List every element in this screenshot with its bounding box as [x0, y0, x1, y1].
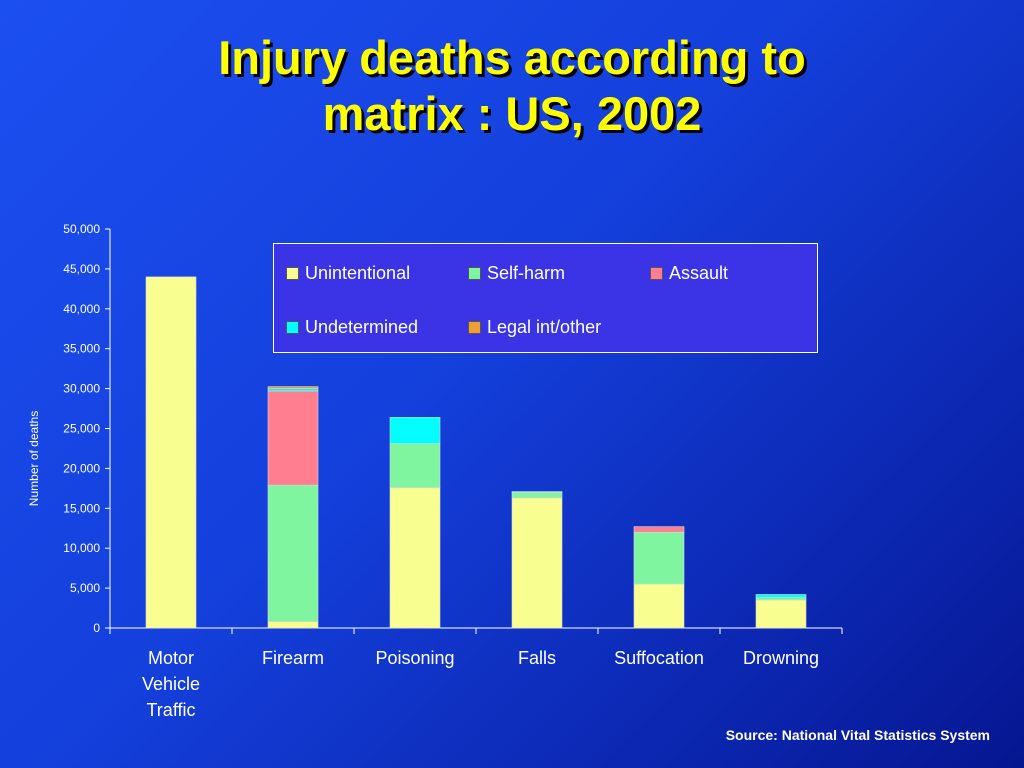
legend-label-undetermined: Undetermined: [305, 317, 419, 337]
source-note: Source: National Vital Statistics System: [725, 727, 990, 743]
bar-segment: [267, 386, 319, 389]
y-tick-label: 5,000: [70, 581, 100, 595]
bar-segment: [633, 531, 685, 585]
bar-segment: [755, 597, 807, 601]
x-category-label: Suffocation: [614, 648, 704, 668]
y-tick-label: 35,000: [63, 342, 100, 356]
bar-segment: [755, 594, 807, 598]
bar-segment: [145, 276, 197, 629]
y-tick-label: 20,000: [63, 461, 100, 475]
y-tick-label: 25,000: [63, 422, 100, 436]
legend-swatch-unintentional: [286, 266, 299, 280]
bar-segment: [267, 621, 319, 629]
legend-swatch-assault: [650, 266, 663, 280]
bar-segment: [511, 492, 563, 499]
legend-item-self-harm: Self-harm: [468, 263, 565, 283]
bar-segment: [511, 491, 563, 493]
y-tick-label: 30,000: [63, 382, 100, 396]
x-category-label: Traffic: [146, 700, 195, 720]
title-line-1: Injury deaths according to: [218, 31, 806, 84]
x-category-label: Poisoning: [375, 648, 454, 668]
y-tick-label: 50,000: [63, 222, 100, 236]
legend-item-undetermined: Undetermined: [286, 317, 418, 337]
bar-segment: [511, 497, 563, 629]
bar-segment: [267, 484, 319, 622]
chart-legend: Unintentional Self-harm Assault Undeterm…: [273, 243, 818, 353]
bar-segment: [267, 388, 319, 392]
legend-swatch-undetermined: [286, 320, 299, 334]
legend-label-unintentional: Unintentional: [305, 263, 411, 283]
bar-segment: [389, 487, 441, 629]
legend-item-assault: Assault: [650, 263, 728, 283]
legend-label-assault: Assault: [669, 263, 729, 283]
y-axis-title: Number of deaths: [27, 411, 41, 506]
bar-segment: [633, 583, 685, 629]
legend-label-self-harm: Self-harm: [487, 263, 566, 283]
bar-segment: [267, 390, 319, 486]
x-category-label: Vehicle: [142, 674, 200, 694]
bar-segment: [389, 417, 441, 444]
legend-label-legal-int-other: Legal int/other: [487, 317, 602, 337]
y-tick-label: 10,000: [63, 541, 100, 555]
y-tick-label: 40,000: [63, 302, 100, 316]
x-category-label: Firearm: [262, 648, 324, 668]
legend-swatch-self-harm: [468, 266, 481, 280]
x-category-label: Drowning: [743, 648, 819, 668]
title-line-2: matrix : US, 2002: [322, 87, 702, 140]
bar-segment: [633, 526, 685, 533]
y-tick-label: 45,000: [63, 262, 100, 276]
y-tick-label: 0: [93, 621, 100, 635]
legend-item-legal-int-other: Legal int/other: [468, 317, 601, 337]
slide-title: Injury deaths according to matrix : US, …: [0, 30, 1024, 142]
bar-segment: [389, 443, 441, 488]
legend-swatch-legal-int-other: [468, 320, 481, 334]
y-tick-label: 15,000: [63, 501, 100, 515]
legend-item-unintentional: Unintentional: [286, 263, 410, 283]
x-category-label: Falls: [518, 648, 556, 668]
bar-segment: [755, 599, 807, 629]
x-category-label: Motor: [148, 648, 194, 668]
